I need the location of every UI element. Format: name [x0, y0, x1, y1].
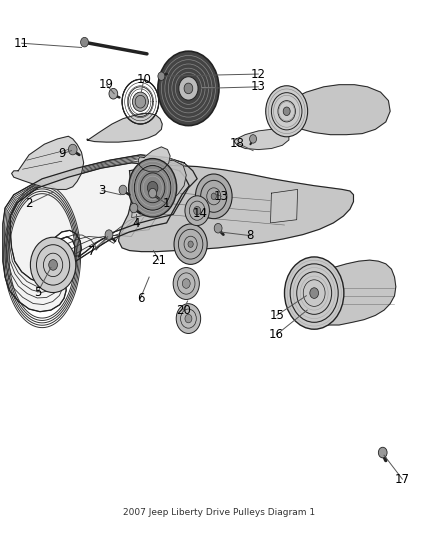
Text: 19: 19 — [99, 78, 114, 91]
Polygon shape — [132, 188, 158, 217]
Circle shape — [109, 88, 118, 99]
Text: 21: 21 — [151, 254, 166, 266]
Text: 15: 15 — [269, 309, 284, 322]
Circle shape — [158, 51, 219, 126]
Polygon shape — [271, 189, 297, 223]
Circle shape — [310, 288, 318, 298]
Circle shape — [49, 260, 57, 270]
Circle shape — [188, 241, 193, 247]
Circle shape — [130, 203, 138, 213]
Circle shape — [158, 72, 165, 80]
Text: 2007 Jeep Liberty Drive Pulleys Diagram 1: 2007 Jeep Liberty Drive Pulleys Diagram … — [123, 508, 315, 518]
Circle shape — [184, 83, 193, 94]
Text: 9: 9 — [58, 147, 66, 160]
Polygon shape — [119, 165, 353, 252]
Circle shape — [185, 314, 192, 323]
Polygon shape — [138, 147, 170, 172]
Circle shape — [176, 304, 201, 334]
Circle shape — [30, 237, 76, 293]
Circle shape — [105, 230, 113, 239]
Polygon shape — [234, 130, 289, 150]
Text: 18: 18 — [230, 136, 245, 150]
Text: 10: 10 — [137, 73, 152, 86]
Circle shape — [266, 86, 307, 137]
Polygon shape — [266, 85, 390, 135]
Circle shape — [250, 135, 257, 143]
Text: 13: 13 — [251, 80, 266, 93]
Text: 3: 3 — [98, 184, 106, 197]
Circle shape — [173, 268, 199, 300]
Polygon shape — [12, 136, 84, 189]
Text: 11: 11 — [14, 37, 29, 50]
Text: 1: 1 — [163, 197, 170, 211]
Circle shape — [285, 257, 344, 329]
Circle shape — [119, 185, 127, 195]
Circle shape — [81, 37, 88, 47]
Polygon shape — [141, 160, 186, 203]
Polygon shape — [290, 260, 396, 325]
Polygon shape — [87, 114, 162, 142]
Text: 4: 4 — [132, 217, 140, 230]
Circle shape — [211, 193, 216, 199]
Circle shape — [182, 279, 190, 288]
Text: 20: 20 — [176, 304, 191, 317]
Text: 6: 6 — [137, 292, 144, 305]
Circle shape — [135, 95, 146, 108]
Circle shape — [174, 224, 207, 264]
Polygon shape — [3, 155, 197, 312]
Circle shape — [214, 223, 222, 233]
Text: 5: 5 — [34, 286, 42, 298]
Circle shape — [148, 181, 158, 194]
Text: 8: 8 — [247, 229, 254, 242]
Text: 7: 7 — [88, 245, 95, 258]
Circle shape — [195, 174, 232, 219]
Circle shape — [283, 107, 290, 116]
Circle shape — [185, 196, 209, 225]
Circle shape — [194, 206, 201, 215]
Text: 16: 16 — [269, 328, 284, 341]
Circle shape — [133, 92, 148, 111]
Text: 13: 13 — [214, 190, 229, 203]
Circle shape — [68, 144, 77, 155]
Circle shape — [129, 159, 177, 217]
Text: 14: 14 — [193, 207, 208, 220]
Text: 12: 12 — [251, 68, 266, 80]
Text: 2: 2 — [25, 197, 33, 211]
Text: 17: 17 — [395, 473, 410, 486]
Circle shape — [179, 77, 198, 100]
Circle shape — [378, 447, 387, 458]
Circle shape — [149, 188, 156, 198]
